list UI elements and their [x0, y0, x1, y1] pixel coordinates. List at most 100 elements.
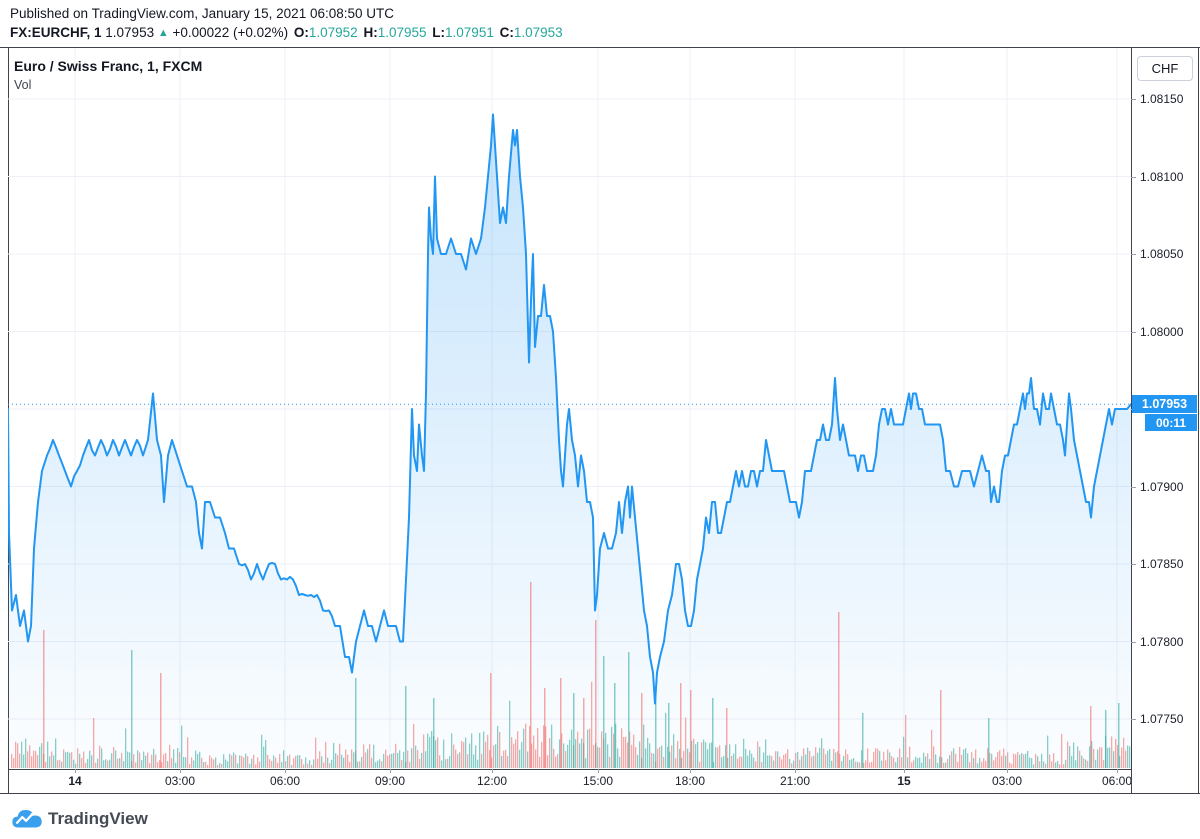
volume-bar-spike [655, 696, 657, 768]
volume-bar [367, 749, 369, 768]
volume-bar [475, 745, 477, 768]
volume-bar [223, 754, 225, 768]
volume-bar [529, 725, 531, 768]
volume-bar [217, 765, 219, 768]
volume-bar [515, 739, 517, 768]
time-axis-tick [390, 769, 391, 773]
volume-bar [403, 751, 405, 768]
volume-bar [1099, 747, 1101, 768]
time-axis-label: 03:00 [991, 774, 1023, 788]
time-axis-label: 14 [68, 774, 82, 788]
volume-bar [407, 750, 409, 768]
price-chart-canvas[interactable] [8, 48, 1131, 769]
volume-bar [879, 750, 881, 768]
volume-bar [17, 743, 19, 768]
volume-bar [327, 757, 329, 768]
volume-bar [145, 755, 147, 768]
volume-bar-spike [838, 612, 840, 768]
volume-bar-spike [1090, 706, 1092, 768]
volume-bar [639, 741, 641, 768]
volume-bar [509, 700, 511, 768]
volume-bar [485, 741, 487, 768]
volume-bar [143, 751, 145, 768]
volume-bar [787, 749, 789, 768]
volume-bar [617, 748, 619, 768]
volume-bar [93, 718, 95, 768]
volume-bar [45, 761, 47, 768]
volume-bar [33, 750, 35, 768]
volume-bar [965, 748, 967, 768]
volume-bar [889, 752, 891, 768]
volume-bar [81, 757, 83, 768]
volume-bar [693, 738, 695, 768]
volume-bar [601, 731, 603, 768]
volume-bar [53, 755, 55, 768]
volume-bar [1069, 746, 1071, 768]
volume-bar [325, 741, 327, 768]
volume-bar [929, 759, 931, 768]
tradingview-logo-text[interactable]: TradingView [48, 809, 148, 828]
volume-bar [245, 753, 247, 768]
volume-bar [979, 757, 981, 768]
time-scale[interactable]: 14 03:00 06:00 09:00 12:00 15:00 18:00 21:00 15 0… [8, 769, 1131, 793]
volume-bar [773, 760, 775, 768]
price-axis-label: 1.08000 [1140, 324, 1184, 339]
volume-bar [481, 753, 483, 768]
volume-bar [871, 762, 873, 768]
volume-bar [417, 750, 419, 768]
volume-bar [707, 749, 709, 768]
currency-toggle-button[interactable]: CHF [1137, 56, 1193, 81]
volume-bar [129, 752, 131, 768]
volume-bar [123, 761, 125, 768]
volume-bar [531, 743, 533, 768]
volume-bar [277, 762, 279, 768]
volume-bar [1087, 760, 1089, 768]
volume-bar [709, 743, 711, 768]
volume-bar [909, 746, 911, 768]
close-value: 1.07953 [513, 25, 563, 40]
price-scale-separator [1131, 47, 1132, 794]
volume-bar-spike [862, 713, 864, 768]
volume-bar [63, 749, 65, 768]
volume-bar [585, 758, 587, 768]
low-label: L: [432, 25, 446, 40]
volume-bar [517, 731, 519, 768]
price-axis-label: 1.08150 [1140, 92, 1184, 106]
time-axis-label: 06:00 [1101, 774, 1131, 788]
volume-bar [503, 750, 505, 768]
volume-bar [455, 749, 457, 768]
volume-bar [137, 750, 139, 768]
tradingview-logo-icon[interactable] [10, 805, 44, 832]
volume-bar [1093, 748, 1095, 768]
volume-bar [357, 761, 359, 768]
volume-bar [781, 759, 783, 768]
volume-bar [803, 748, 805, 768]
volume-bar [543, 725, 545, 768]
volume-bar [1061, 733, 1063, 768]
volume-bar [1029, 757, 1031, 768]
volume-bar [553, 748, 555, 768]
volume-bar [1065, 759, 1067, 768]
volume-bar [501, 756, 503, 768]
volume-bar [511, 737, 513, 768]
volume-bar [399, 750, 401, 768]
volume-bar [1041, 753, 1043, 768]
volume-bar [95, 762, 97, 768]
volume-bar [937, 762, 939, 768]
volume-bar [489, 749, 491, 768]
volume-bar [729, 744, 731, 768]
volume-bar [771, 756, 773, 768]
volume-bar [235, 754, 237, 768]
volume-bar [821, 738, 823, 768]
volume-bar [1117, 744, 1119, 768]
volume-bar [1059, 764, 1061, 768]
published-caption: Published on TradingView.com, January 15… [10, 6, 394, 21]
volume-bar [1035, 754, 1037, 768]
volume-bar [633, 734, 635, 768]
volume-bar [103, 760, 105, 768]
volume-bar [443, 739, 445, 768]
volume-bar [885, 760, 887, 768]
volume-bar [209, 755, 211, 768]
volume-bar [467, 754, 469, 768]
volume-bar [309, 760, 311, 768]
